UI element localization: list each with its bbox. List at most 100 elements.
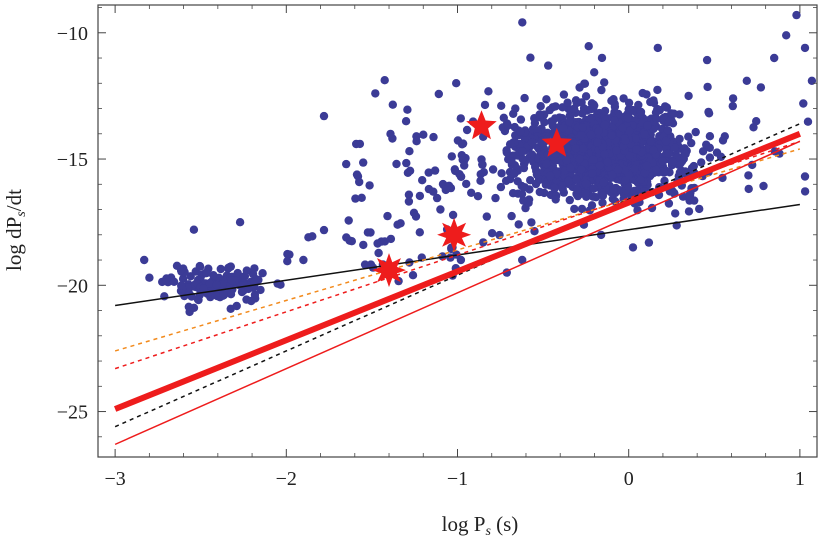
data-point xyxy=(702,55,712,65)
data-point xyxy=(456,255,466,265)
data-point xyxy=(497,101,506,111)
data-point xyxy=(232,301,241,311)
data-point xyxy=(518,154,527,163)
data-point xyxy=(424,184,434,194)
data-point xyxy=(803,117,813,126)
y-tick-label: −10 xyxy=(57,23,88,45)
data-point xyxy=(479,238,488,247)
data-point xyxy=(457,140,467,149)
data-point xyxy=(685,191,695,200)
x-tick-label: 0 xyxy=(624,468,634,490)
data-point xyxy=(593,138,602,147)
data-point xyxy=(610,116,619,125)
y-axis-title: log dPs/dt xyxy=(2,189,29,271)
data-point xyxy=(205,279,215,288)
data-point xyxy=(669,109,679,118)
data-point xyxy=(480,100,490,110)
data-point xyxy=(189,303,199,312)
data-point xyxy=(651,108,661,117)
data-point xyxy=(578,123,587,132)
data-point xyxy=(242,295,251,304)
data-point xyxy=(621,136,630,145)
data-point xyxy=(742,76,751,86)
data-point xyxy=(687,138,696,148)
data-point xyxy=(752,117,761,126)
data-point xyxy=(169,277,179,286)
data-point xyxy=(224,263,233,272)
data-point xyxy=(518,147,527,156)
data-point xyxy=(576,131,586,140)
x-tick-label: 1 xyxy=(795,468,805,490)
data-point xyxy=(502,148,511,157)
data-point xyxy=(176,266,186,275)
data-point xyxy=(462,179,471,189)
data-point xyxy=(705,132,715,141)
data-point xyxy=(218,279,227,289)
data-point xyxy=(552,169,561,178)
data-point xyxy=(563,98,572,107)
data-point xyxy=(319,111,329,121)
data-point xyxy=(195,261,204,271)
data-point xyxy=(607,131,616,140)
data-point xyxy=(628,105,637,115)
data-point xyxy=(239,273,248,282)
data-point xyxy=(488,165,498,174)
data-point xyxy=(386,129,395,139)
data-point xyxy=(659,168,669,177)
data-point xyxy=(551,195,560,204)
data-point xyxy=(581,92,591,101)
data-point xyxy=(619,94,628,103)
data-point xyxy=(595,161,605,170)
data-point xyxy=(598,198,607,207)
data-point xyxy=(508,189,518,198)
star-marker xyxy=(466,110,497,140)
data-point xyxy=(563,144,572,153)
data-point xyxy=(212,280,221,290)
data-point xyxy=(559,90,569,99)
data-point xyxy=(527,218,536,227)
fit-line-5 xyxy=(114,140,801,446)
data-point xyxy=(646,137,656,146)
data-point xyxy=(584,42,593,51)
data-point xyxy=(392,159,401,169)
data-point xyxy=(684,91,693,101)
data-point xyxy=(432,193,442,203)
data-point xyxy=(728,94,738,103)
data-point xyxy=(479,168,488,177)
data-point xyxy=(347,237,356,246)
data-point xyxy=(319,225,329,235)
data-point xyxy=(526,176,535,185)
data-point xyxy=(415,228,424,237)
data-point xyxy=(545,171,555,181)
data-point xyxy=(482,212,491,221)
data-point xyxy=(628,243,638,252)
data-point xyxy=(308,232,317,241)
y-tick-label: −20 xyxy=(57,275,88,297)
data-point xyxy=(570,204,579,214)
data-point xyxy=(448,210,458,220)
data-point xyxy=(202,268,211,278)
data-point xyxy=(526,53,535,62)
data-point xyxy=(299,255,308,265)
data-point xyxy=(586,113,596,123)
data-point xyxy=(607,96,616,106)
data-point xyxy=(691,127,700,137)
data-point xyxy=(684,132,693,141)
data-point xyxy=(697,158,706,167)
data-point xyxy=(664,117,674,127)
data-point xyxy=(581,179,591,189)
data-point xyxy=(577,98,586,107)
data-point xyxy=(235,218,245,227)
data-point xyxy=(189,225,199,234)
data-point xyxy=(503,121,512,130)
data-point xyxy=(599,178,608,187)
plot-clip-group xyxy=(114,10,817,446)
data-point xyxy=(409,208,419,217)
data-point xyxy=(478,160,487,169)
data-point xyxy=(600,78,609,87)
data-point xyxy=(456,172,466,181)
data-point xyxy=(589,184,599,193)
data-point xyxy=(424,168,433,177)
data-point xyxy=(505,140,515,149)
